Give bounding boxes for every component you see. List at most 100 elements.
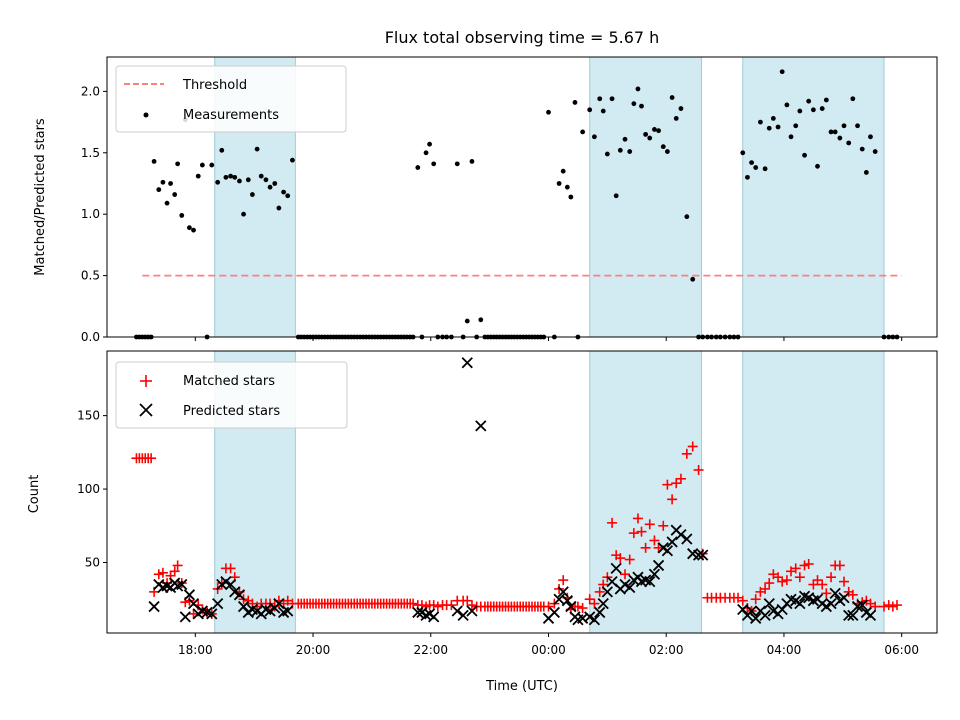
matched-stars-point (812, 575, 823, 586)
top-y-tick-label: 0.0 (81, 330, 100, 344)
predicted-stars-point (648, 568, 661, 580)
measurement-point (469, 158, 475, 164)
measurement-point (281, 189, 286, 195)
predicted-stars-point (829, 587, 841, 599)
measurement-point (850, 96, 856, 102)
matched-stars-point (781, 575, 792, 586)
measurement-point (810, 107, 816, 113)
measurement-point (219, 147, 225, 153)
measurement-point (215, 179, 221, 185)
measurement-point (592, 134, 597, 140)
predicted-stars-point (461, 357, 473, 369)
x-tick-label: 06:00 (884, 643, 919, 657)
measurement-point (664, 149, 670, 154)
predicted-stars-point (187, 597, 200, 610)
predicted-stars-point (843, 609, 855, 622)
measurement-point (556, 181, 562, 186)
measurement-point (639, 103, 644, 109)
matched-stars-point (737, 595, 748, 606)
measurement-point (237, 178, 242, 184)
matched-stars-point (826, 572, 837, 583)
measurement-point (160, 179, 166, 185)
bottom-y-tick-label: 50 (85, 556, 100, 570)
measurement-point (819, 106, 825, 111)
matched-stars-point (466, 600, 477, 611)
measurement-point (564, 184, 570, 190)
predicted-stars-point (224, 578, 237, 591)
observing-interval-2 (589, 56, 703, 338)
measurement-point (678, 106, 684, 111)
matched-stars-point (172, 560, 183, 571)
measurement-point (806, 98, 812, 104)
measurement-point (580, 129, 586, 135)
measurement-point (656, 128, 661, 134)
matched-stars-point (640, 542, 651, 553)
predicted-stars-point (412, 606, 424, 619)
measurement-point (784, 102, 790, 108)
legend-measurements-swatch (143, 112, 149, 118)
measurement-point (635, 86, 641, 92)
matched-stars-point (157, 567, 168, 578)
measurement-point (669, 95, 675, 100)
matched-stars-point (615, 553, 626, 564)
measurement-point (684, 214, 690, 220)
chart-title: Flux total observing time = 5.67 h (385, 28, 660, 47)
matched-stars-point (838, 576, 849, 587)
matched-stars-point (817, 579, 828, 590)
predicted-stars-point (666, 536, 678, 548)
measurement-point (762, 166, 768, 172)
measurement-point (249, 192, 255, 197)
matched-stars-point (572, 601, 583, 612)
top-axes-frame (106, 56, 938, 338)
predicted-stars-point (588, 614, 601, 626)
matched-stars-point (764, 578, 775, 589)
top-y-tick-label: 0.5 (81, 269, 100, 283)
matched-stars-point (794, 572, 805, 583)
matched-stars-point (188, 608, 199, 619)
measurement-point (285, 193, 291, 199)
predicted-stars-point (847, 609, 859, 622)
measurement-point (151, 158, 157, 164)
measurement-point (775, 124, 781, 130)
predicted-stars-point (675, 528, 687, 541)
predicted-stars-point (557, 586, 569, 598)
measurement-point (568, 194, 574, 200)
measurement-point (802, 152, 807, 158)
bottom-axes-frame (106, 350, 938, 634)
matched-stars-point (671, 478, 682, 489)
measurement-point (613, 193, 619, 199)
legend-matched-label: Matched stars (183, 374, 275, 389)
measurement-point (164, 200, 170, 206)
measurement-point (855, 123, 860, 129)
measurement-point (272, 181, 278, 186)
measurement-point (745, 174, 750, 180)
measurement-point (228, 173, 234, 179)
predicted-stars-point (597, 597, 609, 610)
measurement-point (290, 157, 295, 163)
legend-matched-swatch (140, 375, 152, 387)
matched-stars-point (169, 566, 180, 577)
predicted-stars-point (681, 533, 693, 545)
measurement-point (815, 163, 820, 169)
matched-stars-point (432, 601, 443, 612)
matched-stars-point (607, 517, 618, 528)
matched-stars-point (760, 583, 771, 594)
bottom-plot: 50 100 150 18:00 20:00 22:00 00:00 02:00 04:00 0… (27, 350, 938, 694)
top-y-tick-label: 1.5 (81, 146, 100, 160)
predicted-stars-point (561, 595, 573, 607)
matched-stars-point (777, 576, 788, 587)
matched-stars-point (644, 519, 655, 530)
predicted-stars-point (183, 589, 196, 601)
predicted-stars-point (451, 605, 463, 617)
predicted-stars-point (176, 578, 188, 591)
measurement-point (788, 134, 794, 140)
matched-stars-point (594, 586, 605, 597)
x-tick-label: 18:00 (178, 643, 213, 657)
measurement-point (423, 150, 429, 156)
measurement-point (872, 149, 878, 154)
measurement-point (779, 69, 785, 75)
predicted-stars-point (692, 549, 705, 561)
predicted-stars-point (212, 597, 224, 610)
measurement-point (643, 131, 649, 137)
